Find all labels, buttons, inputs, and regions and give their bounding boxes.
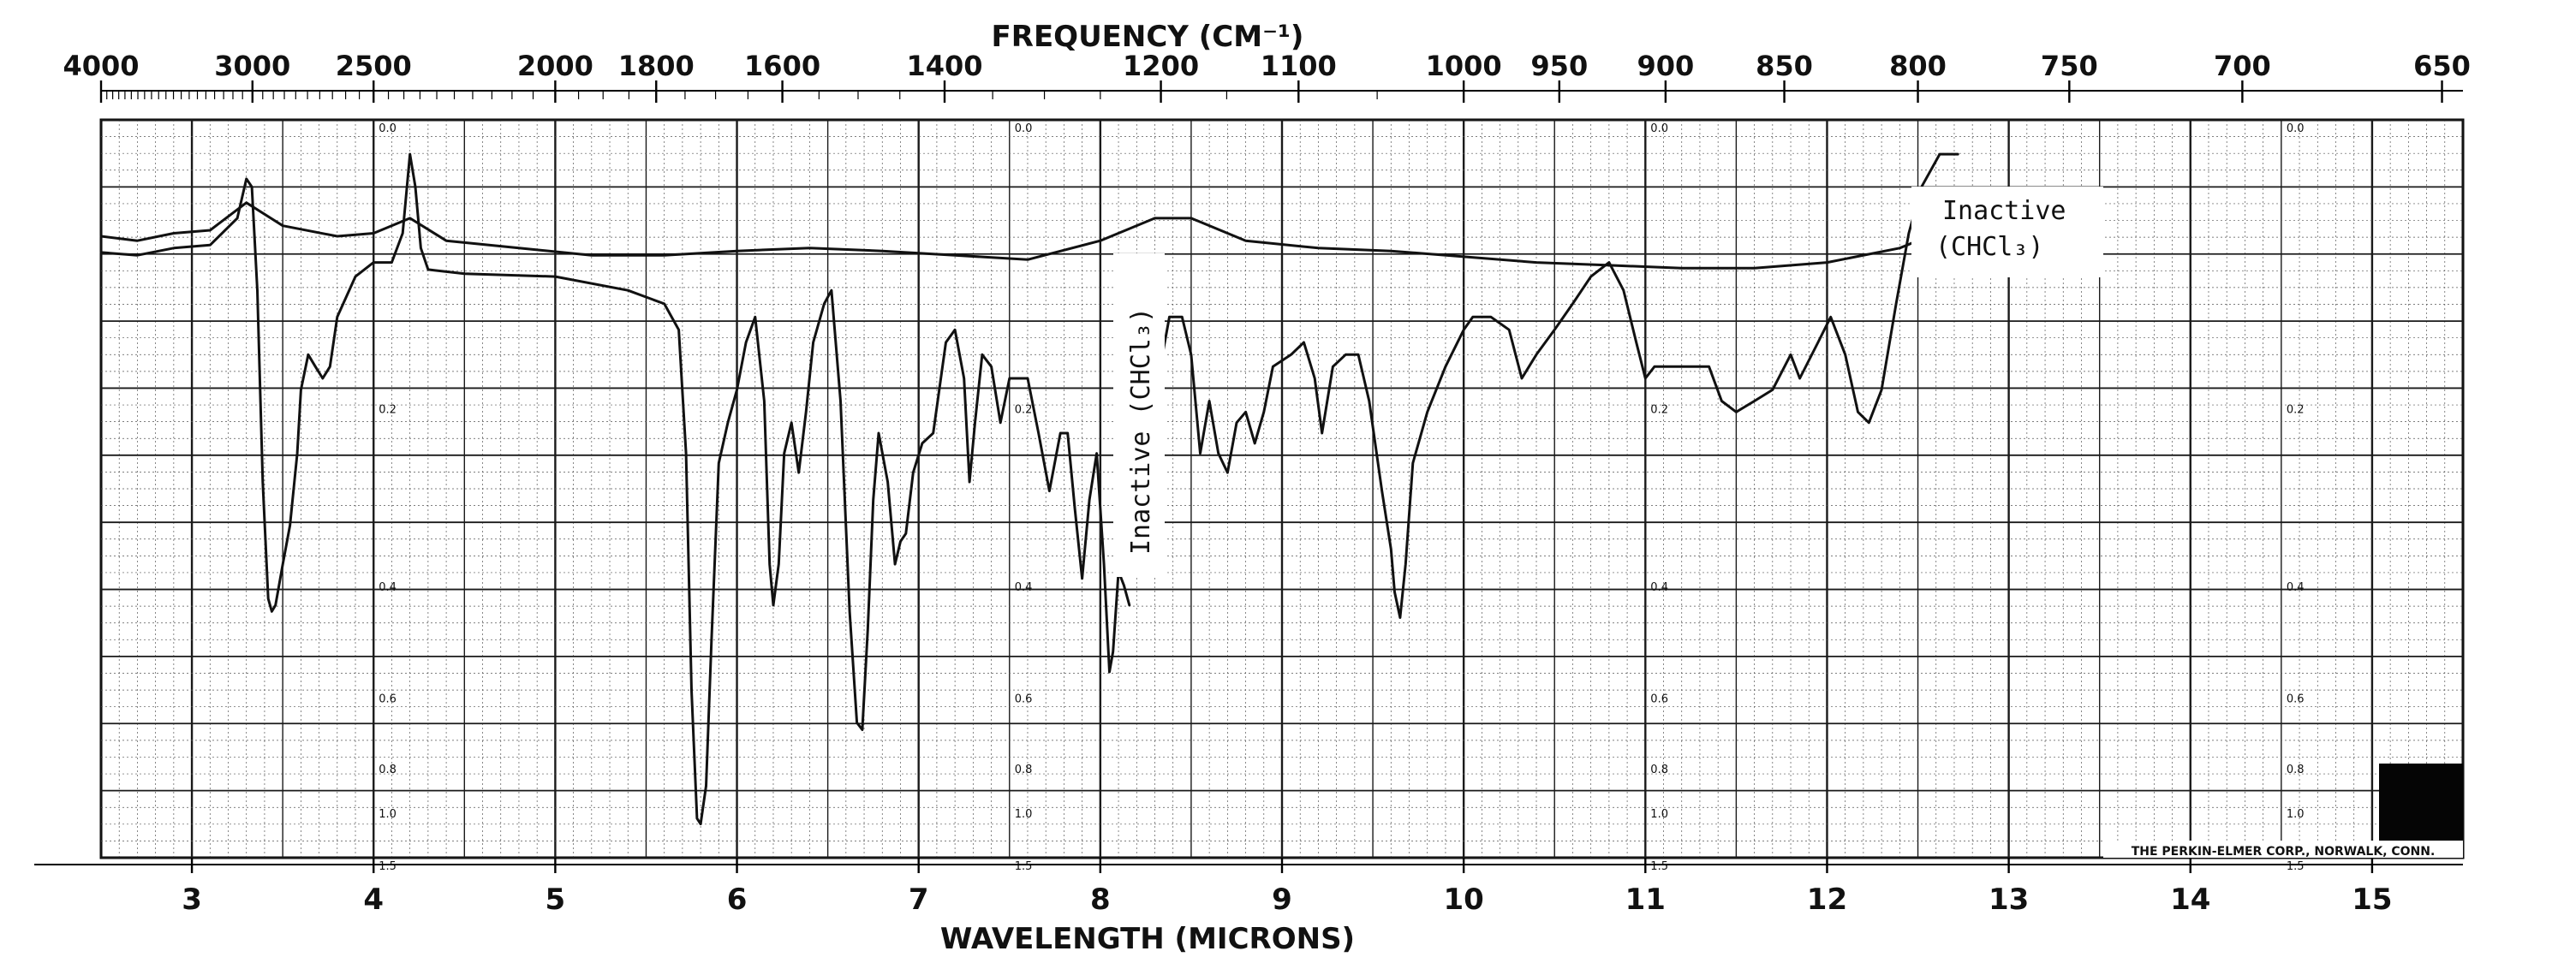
wavelength-tick-label: 5 <box>546 883 566 917</box>
absorbance-tick-label: 0.6 <box>379 693 397 706</box>
frequency-tick-label: 2000 <box>517 50 593 82</box>
frequency-tick-label: 1000 <box>1426 50 1502 82</box>
frequency-axis: 4000 3000 2500 2000 1800 1600 1400 1200 1100 1000… <box>63 50 2471 103</box>
absorbance-tick-label: 1.5 <box>1650 860 1668 873</box>
wavelength-tick-label: 4 <box>363 883 384 917</box>
frequency-tick-label: 750 <box>2041 50 2098 82</box>
absorbance-tick-label: 1.0 <box>1650 808 1668 821</box>
annotation-inactive-right-backdrop <box>1911 187 2103 277</box>
wavelength-tick-label: 6 <box>727 883 748 917</box>
grid-layer <box>99 118 2465 859</box>
frequency-tick-label: 900 <box>1637 50 1694 82</box>
absorbance-tick-label: 0.0 <box>2287 122 2305 135</box>
absorbance-tick-label: 0.2 <box>2287 404 2305 417</box>
frequency-tick-label: 950 <box>1530 50 1588 82</box>
wavelength-tick-label: 10 <box>1443 883 1483 917</box>
annotation-inactive-vertical-backdrop <box>1113 253 1165 577</box>
absorbance-tick-label: 1.0 <box>379 808 397 821</box>
wavelength-tick-label: 14 <box>2170 883 2210 917</box>
wavelength-tick-label: 13 <box>1989 883 2029 917</box>
frequency-tick-label: 1800 <box>618 50 695 82</box>
absorbance-tick-label: 0.4 <box>2287 581 2305 594</box>
frequency-tick-label: 1200 <box>1123 50 1199 82</box>
absorbance-tick-label: 0.6 <box>1650 693 1668 706</box>
absorbance-tick-label: 1.5 <box>379 860 397 873</box>
frequency-tick-label: 700 <box>2214 50 2271 82</box>
wavelength-tick-label: 15 <box>2352 883 2392 917</box>
absorbance-tick-label: 0.6 <box>1015 693 1033 706</box>
wavelength-tick-label: 9 <box>1272 883 1292 917</box>
frequency-tick-label: 3000 <box>214 50 290 82</box>
absorbance-tick-label: 0.0 <box>1015 122 1033 135</box>
frequency-tick-label: 1400 <box>906 50 982 82</box>
absorbance-tick-label: 0.8 <box>379 764 397 776</box>
spectrum-traces <box>99 152 1959 826</box>
absorbance-tick-label: 0.4 <box>1015 581 1033 594</box>
absorbance-tick-label: 0.8 <box>1650 764 1668 776</box>
frequency-tick-label: 1100 <box>1261 50 1337 82</box>
annotation-inactive-right: Inactive (CHCl₃) <box>1911 187 2103 277</box>
wavelength-tick-label: 12 <box>1807 883 1847 917</box>
absorbance-tick-label: 0.4 <box>379 581 397 594</box>
spectrum-trace-3 <box>99 201 1938 270</box>
black-calibration-block <box>2379 764 2463 841</box>
frequency-tick-label: 800 <box>1889 50 1947 82</box>
spectrum-trace-1 <box>99 152 1131 826</box>
wavelength-tick-label: 3 <box>182 883 202 917</box>
frequency-tick-label: 650 <box>2413 50 2471 82</box>
frequency-tick-label: 1600 <box>744 50 820 82</box>
annotation-inactive-vertical-text: Inactive (CHCl₃) <box>1126 307 1156 555</box>
absorbance-tick-label: 0.0 <box>379 122 397 135</box>
spectrum-trace-2 <box>1154 152 1959 619</box>
absorbance-tick-label: 1.5 <box>2287 860 2305 873</box>
annotation-inactive-vertical: Inactive (CHCl₃) <box>1113 253 1165 577</box>
wavelength-tick-label: 11 <box>1625 883 1666 917</box>
frequency-tick-label: 2500 <box>336 50 412 82</box>
footer-credit-text: THE PERKIN-ELMER CORP., NORWALK, CONN. <box>2132 845 2436 859</box>
wavelength-tick-label: 8 <box>1090 883 1111 917</box>
absorbance-tick-label: 1.5 <box>1015 860 1033 873</box>
absorbance-tick-label: 0.8 <box>1015 764 1033 776</box>
x-axis-label: WAVELENGTH (MICRONS) <box>940 922 1355 956</box>
chart-title: FREQUENCY (CM⁻¹) <box>992 20 1304 54</box>
frequency-tick-label: 4000 <box>63 50 139 82</box>
absorbance-tick-label: 0.2 <box>379 404 397 417</box>
absorbance-tick-label: 0.2 <box>1015 404 1033 417</box>
footer-credit-backdrop <box>2103 841 2463 858</box>
absorbance-tick-label: 0.0 <box>1650 122 1668 135</box>
absorbance-tick-label: 1.0 <box>1015 808 1033 821</box>
footer-credit: THE PERKIN-ELMER CORP., NORWALK, CONN. <box>2103 841 2463 859</box>
absorbance-tick-label: 0.8 <box>2287 764 2305 776</box>
annotation-inactive-right-sub: (CHCl₃) <box>1935 232 2043 262</box>
absorbance-tick-label: 0.6 <box>2287 693 2305 706</box>
wavelength-axis: 3 4 5 6 7 8 9 10 11 12 13 14 15 <box>34 858 2463 917</box>
annotation-inactive-right-text: Inactive <box>1942 196 2066 226</box>
absorbance-tick-label: 1.0 <box>2287 808 2305 821</box>
wavelength-tick-label: 7 <box>909 883 929 917</box>
absorbance-tick-label: 0.2 <box>1650 404 1668 417</box>
frequency-tick-label: 850 <box>1756 50 1813 82</box>
absorbance-tick-label: 0.4 <box>1650 581 1668 594</box>
absorbance-labels: 0.0 0.2 0.4 0.6 0.8 1.0 1.5 0.0 0.2 0.4 0.6 0.8 1.0 1… <box>379 122 2304 873</box>
